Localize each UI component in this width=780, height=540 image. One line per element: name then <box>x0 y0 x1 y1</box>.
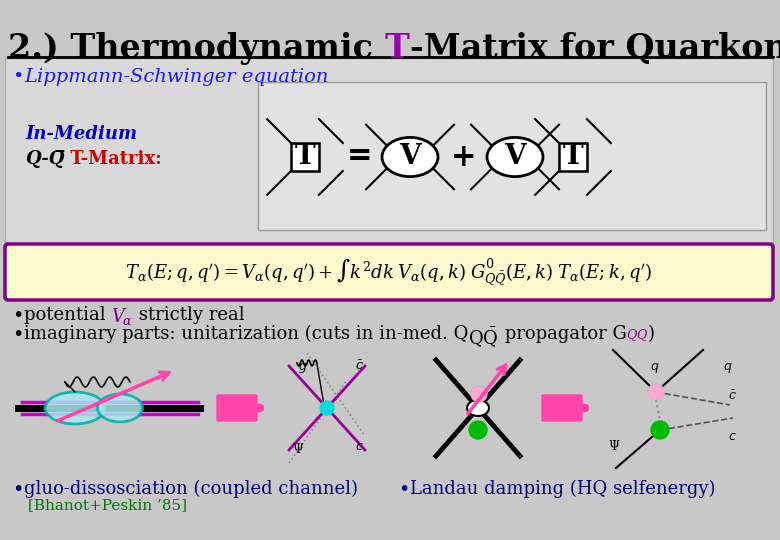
Text: V: V <box>504 144 526 171</box>
Text: $T_\alpha(E;q,q')=V_\alpha(q,q')+\int k^2dk\;V_\alpha(q,k)\;G^0_{Q\bar{Q}}(E,k)\: $T_\alpha(E;q,q')=V_\alpha(q,q')+\int k^… <box>126 256 653 287</box>
Text: imaginary parts: unitarization (cuts in in-med. Q: imaginary parts: unitarization (cuts in … <box>24 325 468 343</box>
FancyBboxPatch shape <box>217 395 257 421</box>
Text: $\Psi$: $\Psi$ <box>608 439 620 453</box>
Circle shape <box>648 384 664 400</box>
Text: •: • <box>12 325 23 344</box>
Text: T-Matrix:: T-Matrix: <box>65 150 162 168</box>
Circle shape <box>651 421 669 439</box>
Bar <box>559 143 587 171</box>
Text: gluo-dissosciation (coupled channel): gluo-dissosciation (coupled channel) <box>24 480 358 498</box>
Text: $\mathrm{Q}\bar{\mathrm{Q}}$: $\mathrm{Q}\bar{\mathrm{Q}}$ <box>468 325 499 349</box>
Circle shape <box>469 421 487 439</box>
Text: T: T <box>295 144 315 171</box>
Text: $\Psi$: $\Psi$ <box>292 442 304 456</box>
Text: $_{\!QQ}$: $_{\!QQ}$ <box>626 325 648 343</box>
Text: V: V <box>399 144 421 171</box>
Ellipse shape <box>487 137 543 177</box>
Text: -Matrix for Quarkonia in QGP: -Matrix for Quarkonia in QGP <box>410 32 780 65</box>
FancyBboxPatch shape <box>5 244 773 300</box>
Text: In-Medium: In-Medium <box>25 125 137 143</box>
Text: •: • <box>12 480 23 499</box>
Text: +: + <box>451 141 477 172</box>
Text: $\bar{c}$: $\bar{c}$ <box>355 360 363 373</box>
Circle shape <box>471 386 487 402</box>
Text: q: q <box>650 360 658 373</box>
Text: [Bhanot+Peskin ’85]: [Bhanot+Peskin ’85] <box>28 498 187 512</box>
Text: q: q <box>723 360 731 373</box>
Text: c: c <box>728 430 735 443</box>
Text: T: T <box>562 144 583 171</box>
Text: g: g <box>299 360 307 373</box>
Text: •: • <box>398 480 410 499</box>
Text: 2.) Thermodynamic: 2.) Thermodynamic <box>8 32 385 65</box>
Text: Q-Q̅: Q-Q̅ <box>25 150 65 168</box>
Text: potential: potential <box>24 306 112 324</box>
Text: c: c <box>355 440 362 453</box>
Text: T: T <box>385 32 410 65</box>
Text: Lippmann-Schwinger equation: Lippmann-Schwinger equation <box>24 68 328 86</box>
Text: propagator G: propagator G <box>499 325 626 343</box>
Bar <box>258 82 766 230</box>
Ellipse shape <box>98 394 143 422</box>
Ellipse shape <box>45 392 105 424</box>
Text: =: = <box>347 141 373 172</box>
Bar <box>5 58 773 243</box>
Text: Landau damping (HQ selfenergy): Landau damping (HQ selfenergy) <box>410 480 715 498</box>
Text: ): ) <box>648 325 655 343</box>
FancyBboxPatch shape <box>542 395 582 421</box>
Text: $\bar{c}$: $\bar{c}$ <box>728 390 737 403</box>
Ellipse shape <box>382 137 438 177</box>
Text: •: • <box>12 68 23 86</box>
Text: •: • <box>12 306 23 325</box>
Circle shape <box>320 401 334 415</box>
Text: strictly real: strictly real <box>133 306 244 324</box>
Ellipse shape <box>467 400 489 416</box>
Text: $V_{\!\alpha}$: $V_{\!\alpha}$ <box>112 306 133 327</box>
Bar <box>291 143 319 171</box>
